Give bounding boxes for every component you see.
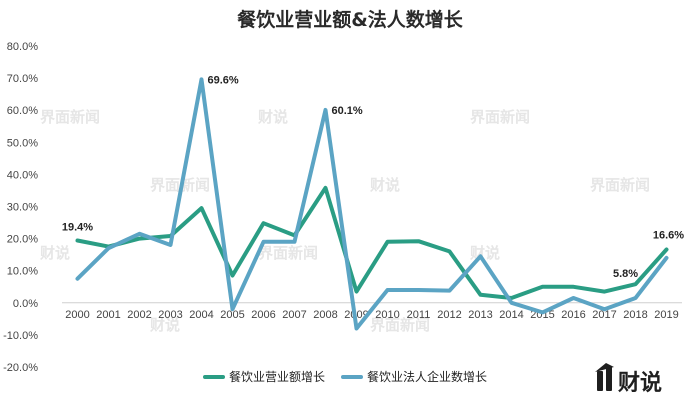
y-tick-label: -20.0% [3,362,38,374]
y-tick-label: -10.0% [3,330,38,342]
x-tick-label: 2003 [158,309,182,321]
watermark: 财说 [258,108,288,126]
watermark: 界面新闻 [258,244,318,262]
y-tick-label: 30.0% [7,202,38,214]
x-tick-label: 2006 [251,309,275,321]
watermark: 界面新闻 [40,108,100,126]
x-tick-label: 2002 [127,309,151,321]
legend-label: 餐饮业法人企业数增长 [367,369,487,384]
x-tick-label: 2013 [468,309,492,321]
data-label: 5.8% [613,268,638,280]
data-label: 19.4% [62,222,93,234]
x-tick-label: 2019 [654,309,678,321]
watermark: 界面新闻 [470,108,530,126]
x-tick-label: 2016 [561,309,585,321]
logo-text: 财说 [618,370,662,396]
y-tick-label: 70.0% [7,73,38,85]
watermark: 财说 [150,316,180,334]
legend: 餐饮业营业额增长 餐饮业法人企业数增长 [203,369,487,384]
y-tick-label: 10.0% [7,266,38,278]
series-line-2 [75,77,669,331]
y-axis: 80.0% 70.0% 60.0% 50.0% 40.0% 30.0% 20.0% 10.0%… [3,41,38,374]
y-tick-label: 50.0% [7,137,38,149]
x-tick-label: 2014 [499,309,523,321]
x-tick-label: 2012 [437,309,461,321]
watermark: 界面新闻 [370,316,430,334]
data-label: 16.6% [653,230,684,242]
x-tick-label: 2011 [407,309,431,321]
watermark: 财说 [470,244,500,262]
y-tick-label: 20.0% [7,234,38,246]
x-tick-label: 2017 [592,309,616,321]
x-axis: 2000 2001 2002 2003 2004 2005 2006 2007 2008 2009… [62,302,682,321]
watermark: 界面新闻 [590,176,650,194]
y-tick-label: 40.0% [7,169,38,181]
chart-title: 餐饮业营业额&法人数增长 [237,8,464,31]
data-label: 60.1% [332,105,363,117]
y-tick-label: 0.0% [13,298,38,310]
brand-logo: 财说 [595,363,662,396]
legend-label: 餐饮业营业额增长 [229,369,325,384]
data-label: 69.6% [208,74,239,86]
data-labels: 19.4% 69.6% 60.1% 5.8% 16.6% [62,74,684,280]
x-tick-label: 2007 [282,309,306,321]
watermark: 财说 [370,176,400,194]
x-tick-label: 2004 [189,309,213,321]
series-layer [75,77,669,331]
x-tick-label: 2000 [65,309,89,321]
watermark: 财说 [40,244,70,262]
x-tick-label: 2018 [623,309,647,321]
x-tick-label: 2005 [220,309,244,321]
y-tick-label: 80.0% [7,41,38,53]
x-tick-label: 2001 [96,309,120,321]
x-tick-label: 2010 [375,309,399,321]
y-tick-label: 60.0% [7,105,38,117]
bar-chart-icon [595,363,614,391]
series-line-1 [75,185,669,300]
x-tick-label: 2008 [313,309,337,321]
